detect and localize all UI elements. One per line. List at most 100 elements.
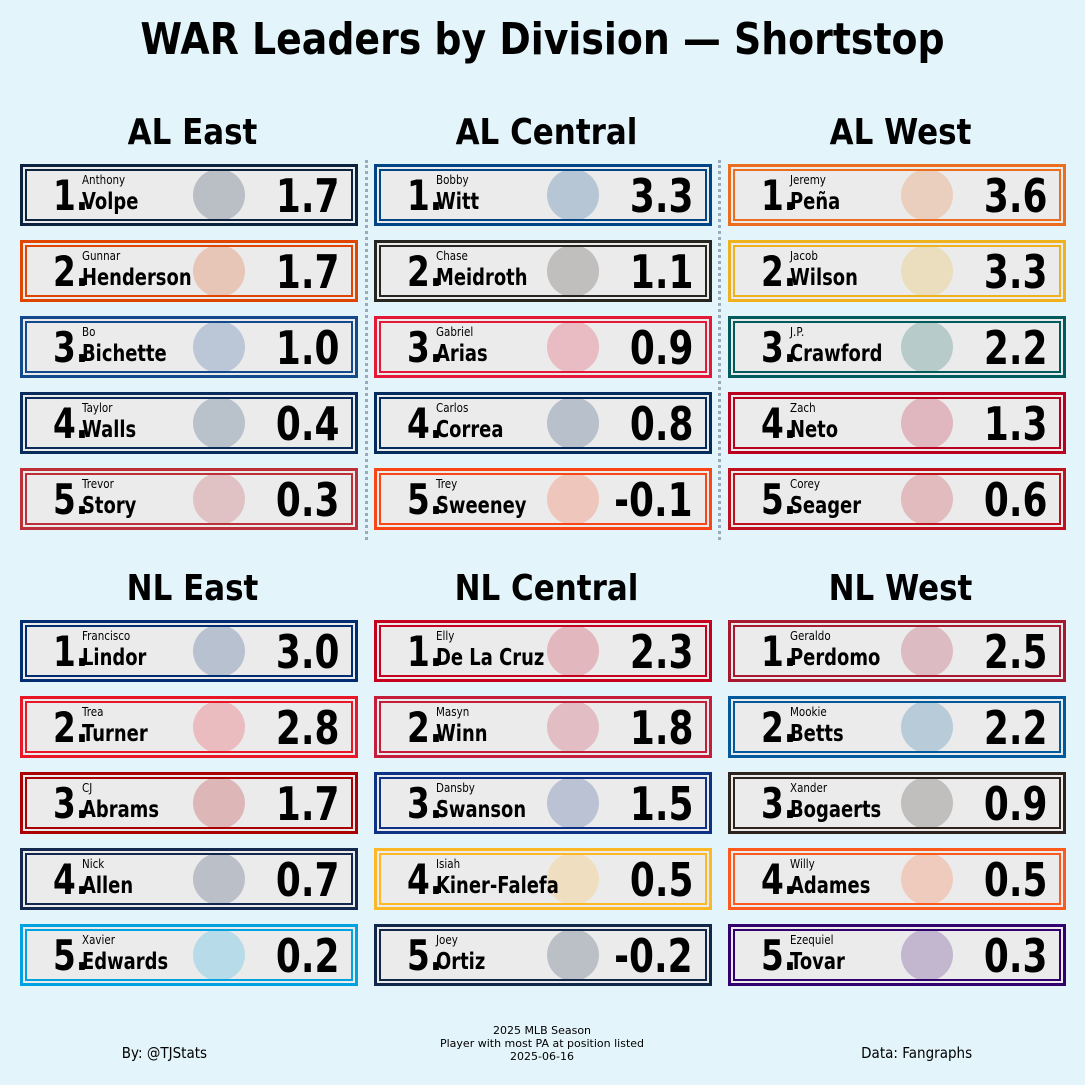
player-rank: 4. — [53, 855, 89, 904]
footer-source: Data: Fangraphs — [861, 1044, 973, 1062]
player-war: 3.3 — [629, 169, 693, 223]
player-card: 5. Ezequiel Tovar 0.3 — [728, 924, 1066, 986]
player-first-name: Taylor — [82, 401, 113, 415]
player-last-name: Lindor — [82, 645, 147, 671]
card-inner-border — [379, 853, 707, 905]
card-inner-border — [25, 853, 353, 905]
player-rank: 3. — [407, 323, 443, 372]
division-title: NL West — [828, 568, 973, 609]
player-rank: 1. — [407, 627, 443, 676]
player-first-name: Francisco — [82, 629, 131, 643]
player-card: 1. Geraldo Perdomo 2.5 — [728, 620, 1066, 682]
player-rank: 4. — [407, 855, 443, 904]
footer-notes: 2025 MLB Season Player with most PA at p… — [392, 1024, 692, 1063]
player-rank: 3. — [53, 779, 89, 828]
mariners-logo — [901, 321, 953, 373]
player-last-name: Meidroth — [436, 265, 528, 291]
player-rank: 4. — [407, 399, 443, 448]
player-rank: 1. — [761, 627, 797, 676]
division-title: AL Central — [455, 112, 638, 153]
footer-date: 2025-06-16 — [510, 1050, 574, 1063]
player-last-name: Ortiz — [436, 949, 486, 975]
player-first-name: J.P. — [790, 325, 805, 339]
card-inner-border — [379, 625, 707, 677]
pirates-logo — [547, 853, 599, 905]
reds-logo — [547, 625, 599, 677]
card-inner-border — [733, 853, 1061, 905]
player-first-name: Elly — [436, 629, 455, 643]
player-last-name: Neto — [790, 417, 839, 443]
player-last-name: Henderson — [82, 265, 192, 291]
player-first-name: Joey — [436, 933, 458, 947]
card-inner-border — [25, 701, 353, 753]
player-war: 0.5 — [629, 853, 693, 907]
player-first-name: Gunnar — [82, 249, 121, 263]
player-war: 1.0 — [275, 321, 339, 375]
player-first-name: Xander — [790, 781, 828, 795]
player-last-name: Betts — [790, 721, 844, 747]
player-rank: 4. — [761, 855, 797, 904]
card-inner-border — [733, 169, 1061, 221]
braves-logo — [193, 853, 245, 905]
card-inner-border — [379, 245, 707, 297]
rays-logo — [193, 397, 245, 449]
player-last-name: Turner — [82, 721, 148, 747]
brewers-logo — [547, 929, 599, 981]
division-title: AL East — [127, 112, 258, 153]
player-first-name: Gabriel — [436, 325, 474, 339]
giants-logo — [901, 853, 953, 905]
player-last-name: Swanson — [436, 797, 527, 823]
card-inner-border — [733, 701, 1061, 753]
card-inner-border — [733, 321, 1061, 373]
player-first-name: Jeremy — [790, 173, 826, 187]
player-war: -0.2 — [614, 929, 693, 983]
card-inner-border — [379, 473, 707, 525]
player-war: 0.9 — [983, 777, 1047, 831]
player-first-name: Mookie — [790, 705, 827, 719]
player-rank: 2. — [407, 247, 443, 296]
player-last-name: Perdomo — [790, 645, 881, 671]
player-war: 2.5 — [983, 625, 1047, 679]
player-card: 1. Francisco Lindor 3.0 — [20, 620, 358, 682]
player-card: 3. Dansby Swanson 1.5 — [374, 772, 712, 834]
card-inner-border — [733, 777, 1061, 829]
player-last-name: Allen — [82, 873, 134, 899]
card-inner-border — [733, 397, 1061, 449]
player-war: 2.3 — [629, 625, 693, 679]
player-war: 0.8 — [629, 397, 693, 451]
player-card: 3. Xander Bogaerts 0.9 — [728, 772, 1066, 834]
cubs-logo — [547, 777, 599, 829]
player-first-name: Isiah — [436, 857, 461, 871]
player-war: 0.7 — [275, 853, 339, 907]
player-war: 1.7 — [275, 245, 339, 299]
player-first-name: Trea — [82, 705, 104, 719]
player-last-name: Adames — [790, 873, 871, 899]
rangers-logo — [901, 473, 953, 525]
player-rank: 4. — [761, 399, 797, 448]
player-war: 1.3 — [983, 397, 1047, 451]
card-inner-border — [25, 321, 353, 373]
player-war: 3.6 — [983, 169, 1047, 223]
player-rank: 1. — [407, 171, 443, 220]
player-war: 1.1 — [629, 245, 693, 299]
marlins-logo — [193, 929, 245, 981]
player-last-name: Volpe — [82, 189, 139, 215]
player-first-name: Trey — [436, 477, 458, 491]
card-inner-border — [733, 473, 1061, 525]
player-last-name: De La Cruz — [436, 645, 545, 671]
card-inner-border — [379, 397, 707, 449]
player-war: 2.2 — [983, 701, 1047, 755]
player-card: 2. Gunnar Henderson 1.7 — [20, 240, 358, 302]
player-card: 5. Trevor Story 0.3 — [20, 468, 358, 530]
player-card: 3. Bo Bichette 1.0 — [20, 316, 358, 378]
blue-jays-logo — [193, 321, 245, 373]
player-war: 2.8 — [275, 701, 339, 755]
divider-left — [365, 160, 368, 540]
mets-logo — [193, 625, 245, 677]
diamondbacks-logo — [901, 625, 953, 677]
player-card: 5. Xavier Edwards 0.2 — [20, 924, 358, 986]
guardians-logo — [547, 321, 599, 373]
padres-logo — [901, 777, 953, 829]
player-rank: 2. — [53, 247, 89, 296]
player-first-name: Willy — [790, 857, 815, 871]
